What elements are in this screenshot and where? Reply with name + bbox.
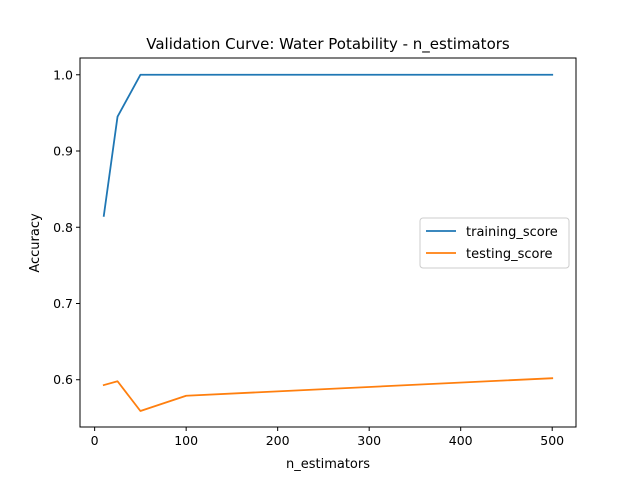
- legend-box: [419, 217, 570, 269]
- series-line-testing-score: [102, 377, 554, 412]
- x-tick-label: 0: [91, 433, 99, 448]
- y-tick-label: 1.0: [53, 67, 73, 82]
- x-axis-label: n_estimators: [286, 457, 370, 472]
- x-axis-ticks: 0 100 200 300 400 500: [91, 427, 564, 448]
- plot-area-frame: [79, 57, 577, 428]
- y-tick-label: 0.8: [53, 220, 73, 235]
- series-line-training-score: [102, 73, 554, 217]
- y-axis-ticks: 0.6 0.7 0.8 0.9 1.0: [53, 67, 80, 387]
- legend: training_score testing_score: [419, 217, 570, 269]
- x-tick-label: 300: [357, 433, 381, 448]
- series-lines: [102, 73, 554, 412]
- chart-title: Validation Curve: Water Potability - n_e…: [146, 35, 510, 54]
- x-tick-label: 100: [174, 433, 198, 448]
- legend-label-testing-score: testing_score: [466, 247, 553, 262]
- x-tick-label: 400: [449, 433, 473, 448]
- y-axis-label: Accuracy: [28, 213, 43, 273]
- x-tick-label: 500: [540, 433, 564, 448]
- y-tick-label: 0.9: [53, 144, 73, 159]
- y-tick-label: 0.7: [53, 296, 73, 311]
- legend-label-training-score: training_score: [466, 225, 558, 240]
- x-tick-label: 200: [266, 433, 290, 448]
- y-tick-label: 0.6: [53, 372, 73, 387]
